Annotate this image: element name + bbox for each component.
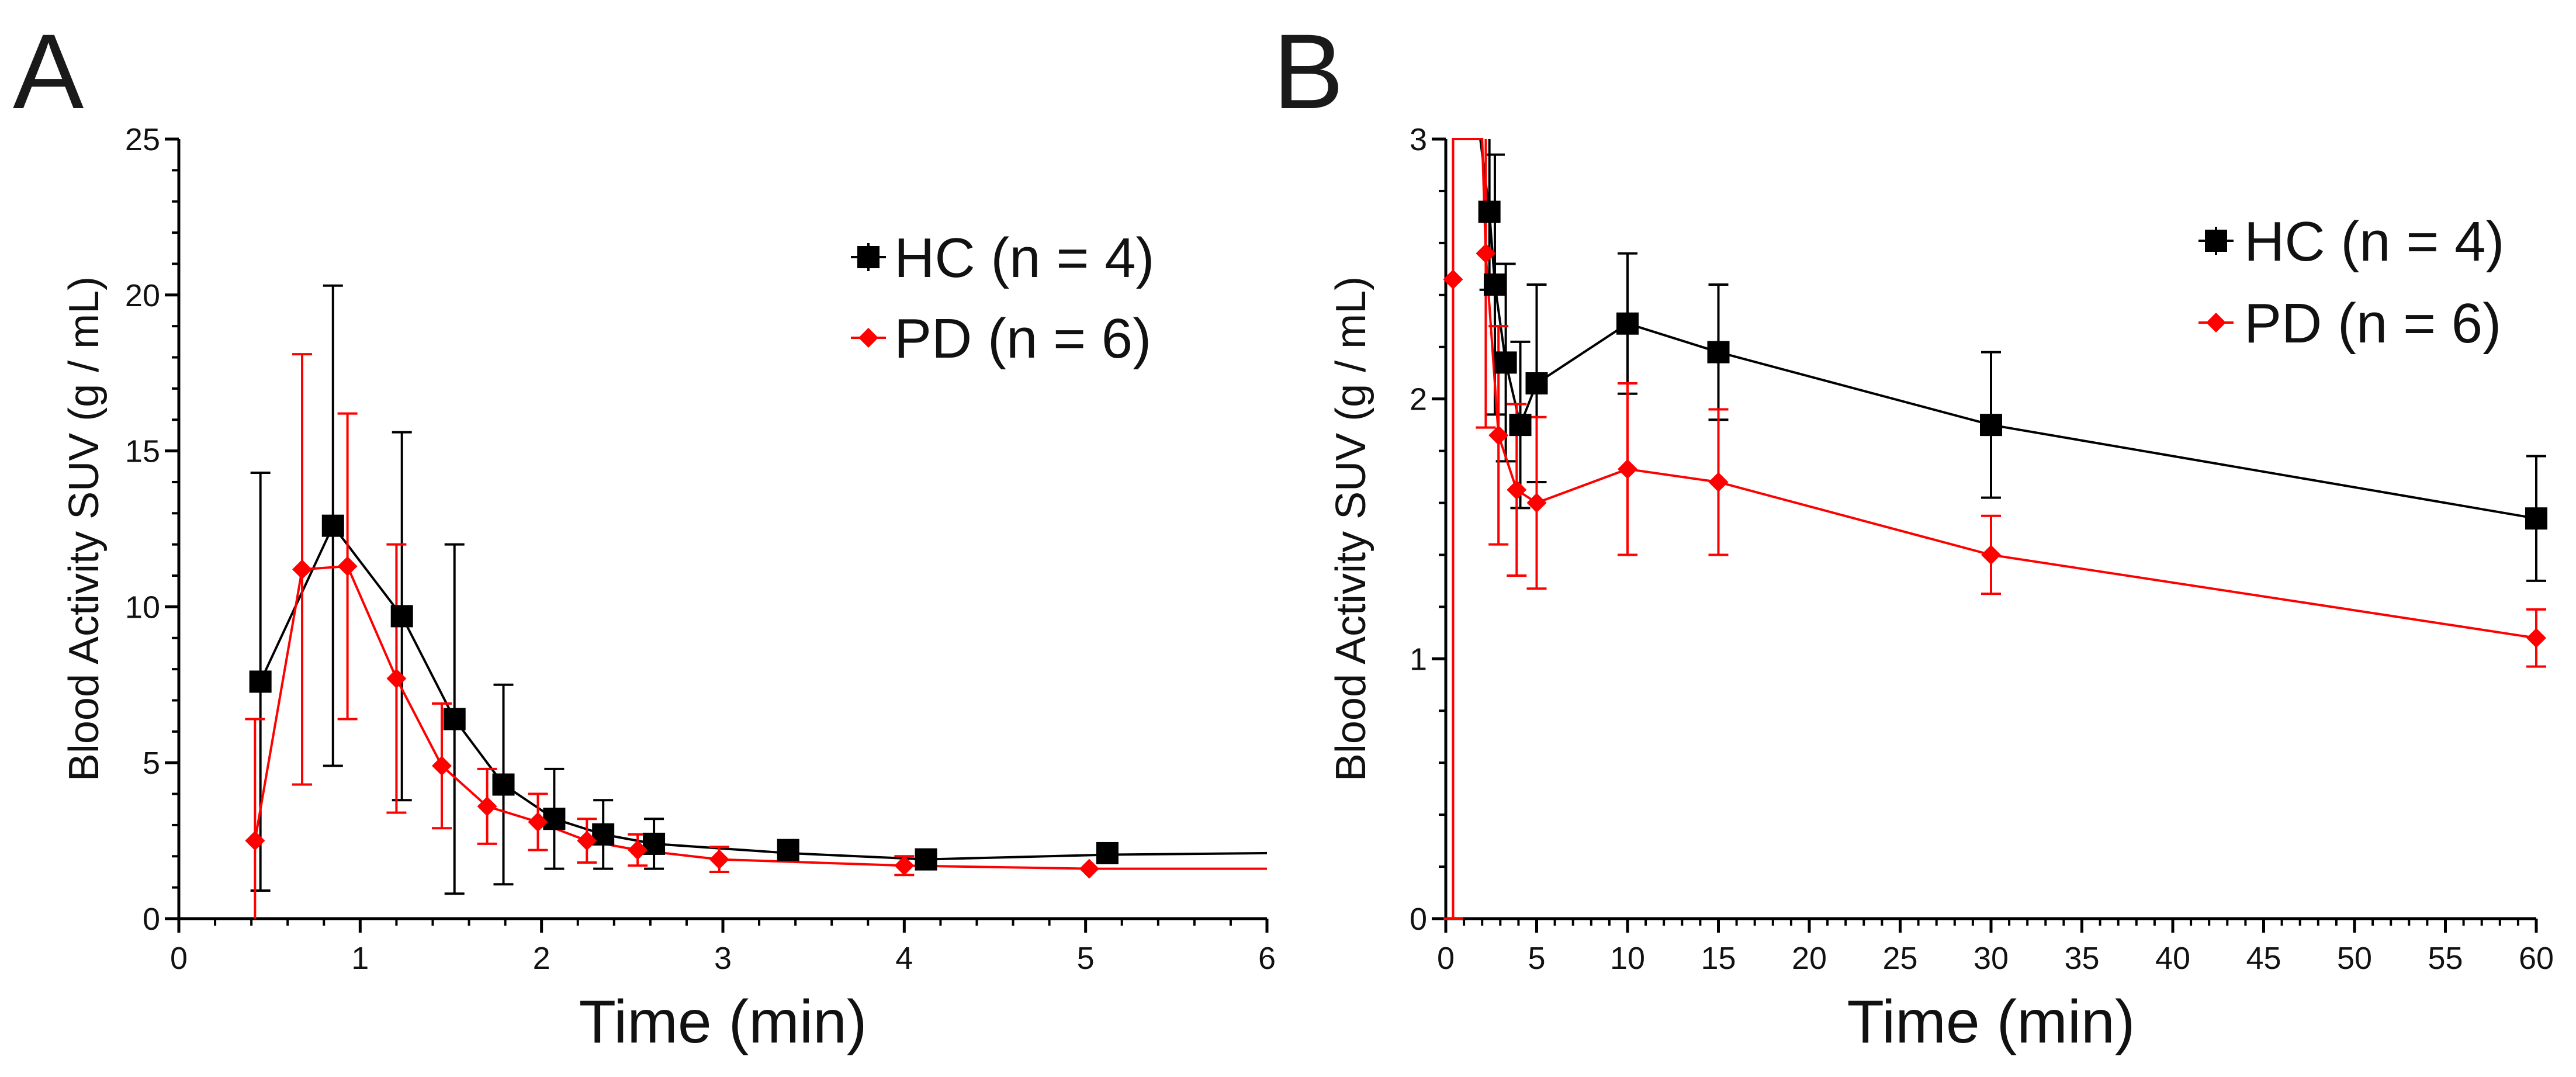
panel-b-x-tick-label: 25 xyxy=(1882,941,1917,976)
panel-b-y-tick-label: 0 xyxy=(1410,902,1427,937)
panel-a-legend-pd-marker xyxy=(858,328,878,348)
panel-a-hc-data-point xyxy=(592,823,615,846)
panel-b-x-tick-label: 5 xyxy=(1528,941,1545,976)
panel-b-hc-data-point xyxy=(1616,312,1639,335)
panel-b-x-tick-label: 40 xyxy=(2155,941,2190,976)
panel-a-y-tick-label: 10 xyxy=(125,590,160,625)
panel-b-y-axis-title: Blood Activity SUV (g / mL) xyxy=(1328,276,1374,781)
panel-b-x-tick-label: 0 xyxy=(1437,941,1455,976)
panel-a-legend-pd-label: PD (n = 6) xyxy=(894,307,1151,370)
panel-a-y-tick-label: 0 xyxy=(143,902,160,937)
panel-b-x-tick-label: 50 xyxy=(2337,941,2372,976)
panel-a-hc-data-point xyxy=(390,605,413,628)
panel-a-hc-data-point xyxy=(1096,841,1119,864)
panel-b-y-tick-label: 3 xyxy=(1410,122,1427,157)
panel-b-x-tick-label: 60 xyxy=(2519,941,2554,976)
panel-b-x-tick-label: 10 xyxy=(1610,941,1645,976)
panel-b-legend-hc-label: HC (n = 4) xyxy=(2244,210,2504,273)
panel-b-x-tick-label: 20 xyxy=(1792,941,1827,976)
panel-a-hc-data-point xyxy=(492,773,515,796)
panel-a-legend-hc-label: HC (n = 4) xyxy=(894,227,1154,289)
panel-b-hc-data-point xyxy=(1707,341,1730,363)
panel-a-hc-line xyxy=(259,523,1268,861)
panel-a-pd-data-point xyxy=(577,830,597,851)
panel-a-y-tick-label: 15 xyxy=(125,434,160,469)
panel-a-hc-data-point xyxy=(777,839,799,861)
panel-a-x-tick-label: 5 xyxy=(1077,941,1095,976)
panel-b-pd-data-point xyxy=(1443,269,1463,290)
panel-b-x-axis-title: Time (min) xyxy=(1847,988,2135,1056)
panel-label-b: B xyxy=(1273,12,1344,131)
panel-a-x-tick-label: 1 xyxy=(351,941,369,976)
panel-b-plot-area xyxy=(1443,138,2547,920)
panel-b-pd-data-point xyxy=(1708,472,1729,492)
panel-b-pd-data-point xyxy=(1526,493,1547,513)
panel-a-x-tick-label: 6 xyxy=(1258,941,1276,976)
panel-a-y-tick-label: 5 xyxy=(143,746,160,781)
panel-b-hc-data-point xyxy=(2525,507,2547,530)
panel-a-pd-data-point xyxy=(292,559,313,580)
panel-b-y-tick-label: 1 xyxy=(1410,642,1427,677)
panel-b-pd-data-point xyxy=(2526,628,2546,648)
panel-label-a: A xyxy=(13,12,84,131)
panel-b-x-tick-label: 15 xyxy=(1701,941,1736,976)
panel-a-y-tick-label: 20 xyxy=(125,278,160,313)
panel-a-hc-data-point xyxy=(249,670,272,693)
panel-a-legend-hc-marker xyxy=(857,246,880,268)
panel-a-chart: 0 1 2 3 4 5 6 0 5 10 15 20 25 Blood Activity SUV (g /… xyxy=(61,122,1276,1056)
panel-a-x-axis-title: Time (min) xyxy=(579,988,867,1056)
panel-a-pd-data-point xyxy=(1079,858,1099,879)
panel-a-hc-data-point xyxy=(643,832,666,855)
panel-a-x-tick-label: 2 xyxy=(533,941,550,976)
panel-b-x-tick-label: 45 xyxy=(2246,941,2281,976)
panel-b-legend-pd-label: PD (n = 6) xyxy=(2244,292,2501,355)
panel-b-legend-hc-marker xyxy=(2205,230,2227,252)
panel-b-x-tick-label: 55 xyxy=(2428,941,2463,976)
panel-b-pd-data-point xyxy=(1488,425,1509,445)
panel-b-chart: 0 5 10 15 20 25 30 35 40 45 50 55 60 0 1 2 3 Blood Activi… xyxy=(1328,122,2554,1056)
panel-a-hc-data-point xyxy=(915,848,937,871)
panel-a-hc-data-point xyxy=(443,708,466,730)
panel-a-hc-data-point xyxy=(321,514,344,537)
panel-b-x-tick-label: 30 xyxy=(1973,941,2009,976)
panel-a-pd-data-point xyxy=(628,840,648,860)
panel-a-pd-data-point xyxy=(477,796,497,816)
panel-b-hc-data-point xyxy=(1483,273,1506,296)
panel-b-pd-data-point xyxy=(1476,243,1496,264)
panel-a-pd-data-point xyxy=(337,556,358,577)
panel-b-hc-data-point xyxy=(1980,414,2002,437)
panel-a-x-tick-label: 4 xyxy=(895,941,913,976)
panel-b-pd-data-point xyxy=(1981,545,2001,565)
panel-a-pd-data-point xyxy=(386,669,407,689)
panel-b-hc-line xyxy=(1479,138,2537,520)
panel-a-plot-area xyxy=(245,284,1268,919)
panel-a-pd-data-point xyxy=(431,756,452,776)
panel-a-pd-data-point xyxy=(528,812,548,832)
panel-a-hc-data-point xyxy=(543,808,566,830)
panel-b-hc-data-point xyxy=(1478,200,1501,223)
panel-b-y-tick-label: 2 xyxy=(1410,382,1427,417)
panel-a-y-axis-title: Blood Activity SUV (g / mL) xyxy=(61,276,108,781)
panel-b-pd-data-point xyxy=(1618,459,1637,479)
panel-b-hc-data-point xyxy=(1509,414,1532,437)
panel-a-x-tick-label: 0 xyxy=(170,941,188,976)
panel-b-legend-pd-marker xyxy=(2206,313,2226,333)
panel-a-y-tick-label: 25 xyxy=(125,122,160,157)
panel-a-pd-data-point xyxy=(894,856,915,876)
panel-a-x-tick-label: 3 xyxy=(714,941,732,976)
panel-b-hc-data-point xyxy=(1494,351,1517,374)
panel-a-pd-data-point xyxy=(245,830,265,851)
panel-a-legend: HC (n = 4) PD (n = 6) xyxy=(851,227,1154,370)
panel-b-hc-data-point xyxy=(1525,372,1548,394)
panel-b-x-tick-label: 35 xyxy=(2064,941,2099,976)
panel-a-pd-data-point xyxy=(709,849,729,870)
panel-b-pd-data-point xyxy=(1507,480,1527,500)
panel-b-legend: HC (n = 4) PD (n = 6) xyxy=(2198,210,2504,355)
